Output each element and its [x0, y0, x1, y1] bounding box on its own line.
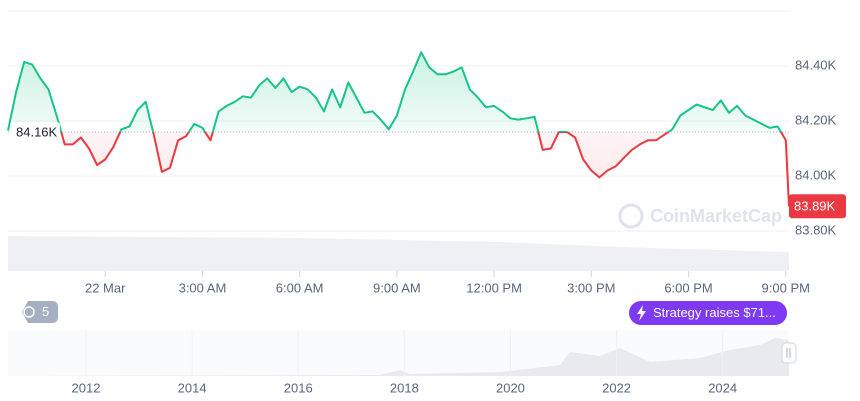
- navigator-tick-label: 2024: [708, 380, 737, 395]
- price-line: [7, 51, 790, 207]
- x-tick-label: 12:00 PM: [466, 280, 522, 295]
- watermark-logo: [618, 203, 644, 229]
- event-count-badge[interactable]: 5: [22, 301, 58, 323]
- navigator-tick-label: 2016: [284, 380, 313, 395]
- x-tick-label: 6:00 AM: [276, 280, 324, 295]
- x-tick-label: 3:00 PM: [567, 280, 615, 295]
- navigator-handle[interactable]: [781, 342, 797, 364]
- x-tick-label: 9:00 PM: [762, 280, 810, 295]
- watermark: CoinMarketCap: [618, 203, 782, 229]
- navigator-area: [8, 338, 789, 376]
- badge-bg: [22, 301, 58, 323]
- y-tick-label: 84.40K: [795, 57, 837, 72]
- navigator-tick-label: 2018: [390, 380, 419, 395]
- baseline-label-bg: [10, 122, 60, 142]
- event-count: 5: [42, 304, 49, 319]
- y-tick-label: 84.20K: [795, 112, 837, 127]
- baseline-label: 84.16K: [16, 124, 58, 139]
- navigator-tick-label: 2020: [496, 380, 525, 395]
- price-area: [8, 52, 789, 207]
- y-tick-label: 84.00K: [795, 167, 837, 182]
- last-price-tag: [789, 194, 846, 219]
- x-tick-label: 22 Mar: [85, 280, 126, 295]
- lightning-icon: [637, 305, 646, 321]
- event-label: Strategy raises $71...: [653, 305, 776, 320]
- history-icon: [23, 306, 35, 318]
- navigator-tick-label: 2022: [602, 380, 631, 395]
- x-tick-label: 3:00 AM: [179, 280, 227, 295]
- volume-area: [8, 236, 789, 271]
- navigator-tick-label: 2012: [72, 380, 101, 395]
- x-tick-label: 9:00 AM: [373, 280, 421, 295]
- y-tick-label: 83.80K: [795, 222, 837, 237]
- last-price-label: 83.89K: [794, 199, 836, 214]
- event-pill[interactable]: Strategy raises $71...: [629, 301, 787, 325]
- navigator-tick-label: 2014: [178, 380, 207, 395]
- x-tick-label: 6:00 PM: [664, 280, 712, 295]
- watermark-text: CoinMarketCap: [650, 206, 782, 226]
- event-pill-bg: [629, 301, 787, 325]
